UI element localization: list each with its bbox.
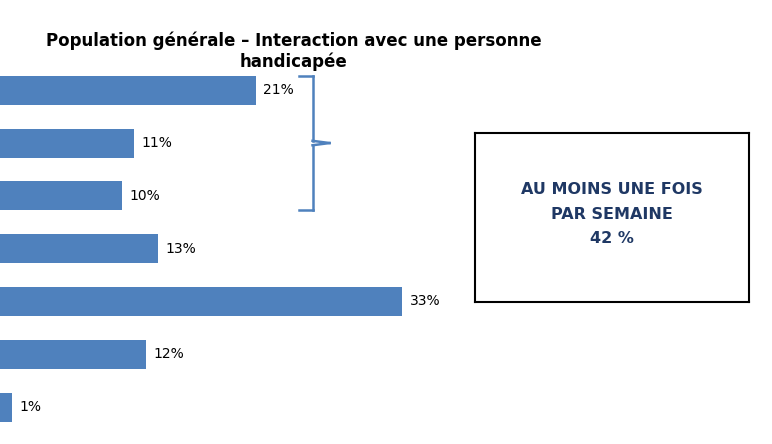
Text: Population générale – Interaction avec une personne
handicapée: Population générale – Interaction avec u… <box>46 31 541 71</box>
Bar <box>0 181 122 210</box>
Bar <box>0 287 402 316</box>
Text: 33%: 33% <box>410 294 440 309</box>
Bar <box>0 76 256 105</box>
Bar <box>0 234 158 263</box>
Text: AU MOINS UNE FOIS
PAR SEMAINE
42 %: AU MOINS UNE FOIS PAR SEMAINE 42 % <box>521 182 703 246</box>
Text: 12%: 12% <box>154 347 185 361</box>
Bar <box>0 340 146 369</box>
Bar <box>0 128 134 158</box>
Text: 11%: 11% <box>141 136 172 150</box>
Text: 13%: 13% <box>166 242 197 256</box>
Text: 1%: 1% <box>19 400 42 414</box>
Text: 10%: 10% <box>129 189 160 203</box>
Text: 21%: 21% <box>263 83 294 97</box>
Bar <box>0 392 12 421</box>
